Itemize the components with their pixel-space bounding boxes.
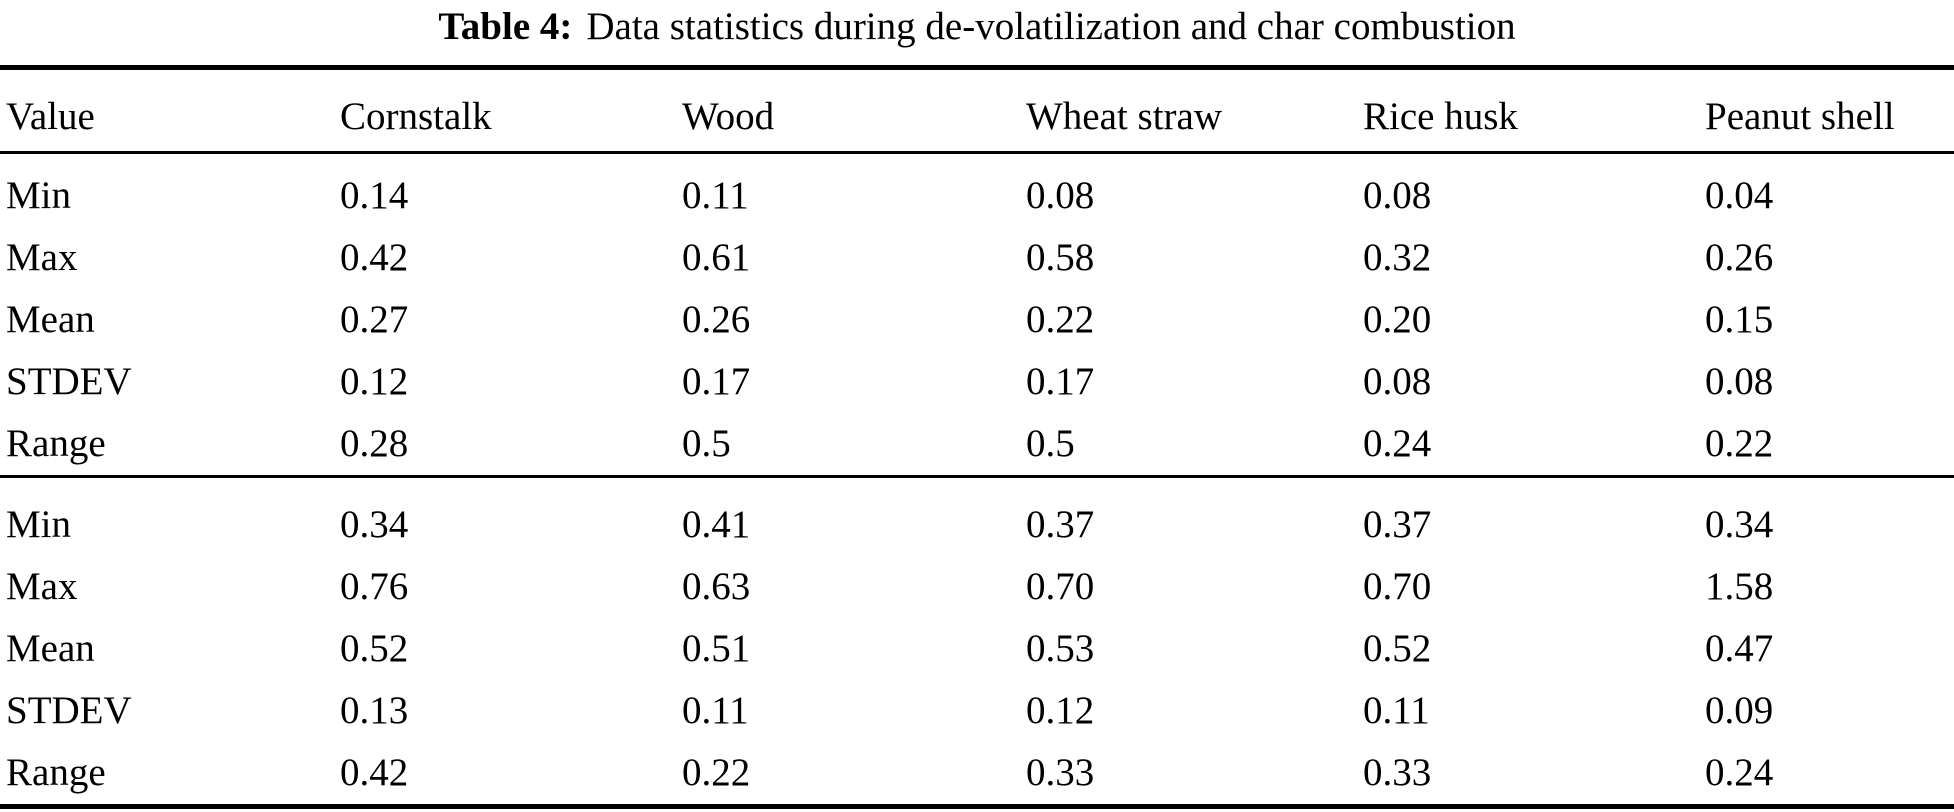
table-cell: 0.5 [682, 422, 731, 465]
column-header-wood: Wood [682, 95, 775, 138]
table-cell: 0.5 [1026, 422, 1075, 465]
table-cell: 0.28 [340, 422, 409, 465]
table-cell: 0.26 [1705, 236, 1774, 279]
table-section-devolatilization: Min 0.14 0.11 0.08 0.08 0.04 Max 0.42 0.… [0, 154, 1954, 475]
table-cell: 0.22 [682, 751, 751, 794]
table-row: Range 0.28 0.5 0.5 0.24 0.22 [0, 413, 1954, 475]
row-label: Max [6, 565, 78, 608]
table-cell: 0.17 [682, 360, 751, 403]
table-cell: 0.51 [682, 627, 751, 670]
table-cell: 0.20 [1363, 298, 1432, 341]
table-cell: 0.08 [1363, 174, 1432, 217]
table-cell: 0.33 [1026, 751, 1095, 794]
column-header-peanut-shell: Peanut shell [1705, 95, 1895, 138]
table-cell: 0.37 [1363, 503, 1432, 546]
table-caption: Table 4: Data statistics during de-volati… [0, 0, 1954, 49]
table-cell: 0.12 [340, 360, 409, 403]
table-cell: 0.34 [340, 503, 409, 546]
table-cell: 0.52 [340, 627, 409, 670]
column-header-wheat-straw: Wheat straw [1026, 95, 1222, 138]
table-cell: 0.12 [1026, 689, 1095, 732]
table-row: STDEV 0.12 0.17 0.17 0.08 0.08 [0, 351, 1954, 413]
table-cell: 0.47 [1705, 627, 1774, 670]
table-cell: 0.52 [1363, 627, 1432, 670]
table-section-char-combustion: Min 0.34 0.41 0.37 0.37 0.34 Max 0.76 0.… [0, 478, 1954, 804]
table-cell: 0.08 [1705, 360, 1774, 403]
table-caption-label: Table 4: [438, 5, 573, 48]
table-cell: 0.24 [1705, 751, 1774, 794]
table-cell: 0.22 [1026, 298, 1095, 341]
table-cell: 1.58 [1705, 565, 1774, 608]
table-row: Min 0.34 0.41 0.37 0.37 0.34 [0, 494, 1954, 556]
row-label: STDEV [6, 689, 132, 732]
table-cell: 0.08 [1026, 174, 1095, 217]
row-label: Min [6, 174, 72, 217]
header-rule [0, 151, 1954, 154]
table-cell: 0.58 [1026, 236, 1095, 279]
table-cell: 0.15 [1705, 298, 1774, 341]
row-label: STDEV [6, 360, 132, 403]
table-header-row: Value Cornstalk Wood Wheat straw Rice hu… [0, 70, 1954, 151]
table-cell: 0.61 [682, 236, 751, 279]
table-cell: 0.33 [1363, 751, 1432, 794]
table-cell: 0.42 [340, 751, 409, 794]
table-row: Max 0.42 0.61 0.58 0.32 0.26 [0, 227, 1954, 289]
table-top-rule [0, 65, 1954, 70]
table-cell: 0.11 [1363, 689, 1430, 732]
column-header-rice-husk: Rice husk [1363, 95, 1518, 138]
table-cell: 0.70 [1026, 565, 1095, 608]
table-row: Mean 0.52 0.51 0.53 0.52 0.47 [0, 618, 1954, 680]
table-cell: 0.37 [1026, 503, 1095, 546]
table-cell: 0.34 [1705, 503, 1774, 546]
row-label: Range [6, 422, 106, 465]
table-cell: 0.27 [340, 298, 409, 341]
table-row: STDEV 0.13 0.11 0.12 0.11 0.09 [0, 680, 1954, 742]
table-cell: 0.17 [1026, 360, 1095, 403]
table-cell: 0.76 [340, 565, 409, 608]
table-row: Range 0.42 0.22 0.33 0.33 0.24 [0, 742, 1954, 804]
table-cell: 0.13 [340, 689, 409, 732]
row-label: Range [6, 751, 106, 794]
row-label: Mean [6, 627, 95, 670]
table-cell: 0.11 [682, 689, 749, 732]
table-cell: 0.09 [1705, 689, 1774, 732]
table-cell: 0.08 [1363, 360, 1432, 403]
table-cell: 0.11 [682, 174, 749, 217]
table-cell: 0.26 [682, 298, 751, 341]
table-cell: 0.41 [682, 503, 751, 546]
table-cell: 0.63 [682, 565, 751, 608]
table-row: Max 0.76 0.63 0.70 0.70 1.58 [0, 556, 1954, 618]
row-label: Max [6, 236, 78, 279]
section-divider-rule [0, 475, 1954, 478]
table-caption-text: Data statistics during de-volatilization… [586, 5, 1516, 48]
table-cell: 0.42 [340, 236, 409, 279]
table-bottom-rule [0, 804, 1954, 809]
column-header-value: Value [6, 95, 95, 138]
table-cell: 0.04 [1705, 174, 1774, 217]
row-label: Mean [6, 298, 95, 341]
table-cell: 0.22 [1705, 422, 1774, 465]
table-row: Min 0.14 0.11 0.08 0.08 0.04 [0, 165, 1954, 227]
table-cell: 0.70 [1363, 565, 1432, 608]
table-cell: 0.24 [1363, 422, 1432, 465]
row-label: Min [6, 503, 72, 546]
column-header-cornstalk: Cornstalk [340, 95, 492, 138]
table-cell: 0.32 [1363, 236, 1432, 279]
table-cell: 0.14 [340, 174, 409, 217]
table-cell: 0.53 [1026, 627, 1095, 670]
table-row: Mean 0.27 0.26 0.22 0.20 0.15 [0, 289, 1954, 351]
